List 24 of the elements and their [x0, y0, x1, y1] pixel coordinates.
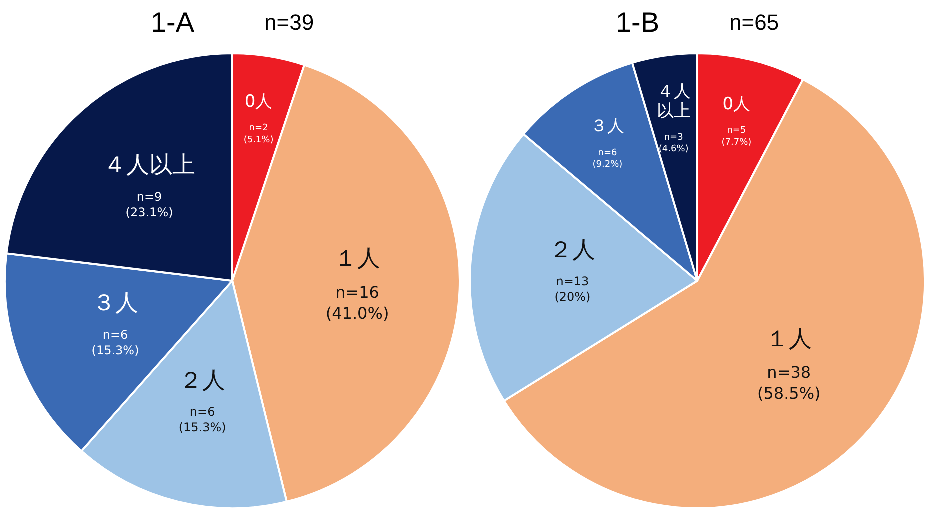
slice-label: ２人 [180, 368, 226, 394]
chart-title: 1-A [150, 7, 194, 39]
data-label: n=2 (5.1%) [244, 124, 274, 146]
data-label: n=9 (23.1%) [126, 190, 174, 220]
data-label: n=3 (4.6%) [658, 132, 689, 155]
slice-label: ４人以上 [104, 152, 196, 179]
data-label: n=16 (41.0%) [326, 283, 390, 323]
slice-label: ３人 [92, 290, 139, 317]
slice-label: 0人 [722, 94, 751, 115]
slice-label: １人 [334, 246, 381, 272]
chart-subtitle: n=65 [730, 10, 780, 36]
data-label: n=6 (15.3%) [178, 405, 226, 435]
chart-subtitle: n=39 [264, 10, 314, 36]
slice-label: ４人以上 [656, 82, 691, 122]
slice-label: ２人 [550, 237, 596, 264]
slice-label: 0人 [244, 92, 273, 112]
data-label: n=6 (9.2%) [592, 148, 623, 170]
slice-label: １人 [766, 326, 812, 352]
data-label: n=38 (58.5%) [757, 363, 821, 403]
slice-label: ３人 [590, 116, 625, 137]
data-label: n=5 (7.7%) [722, 126, 752, 148]
data-label: n=6 (15.3%) [92, 328, 140, 358]
data-label: n=13 (20%) [554, 274, 591, 304]
chart-title: 1-B [616, 7, 660, 39]
